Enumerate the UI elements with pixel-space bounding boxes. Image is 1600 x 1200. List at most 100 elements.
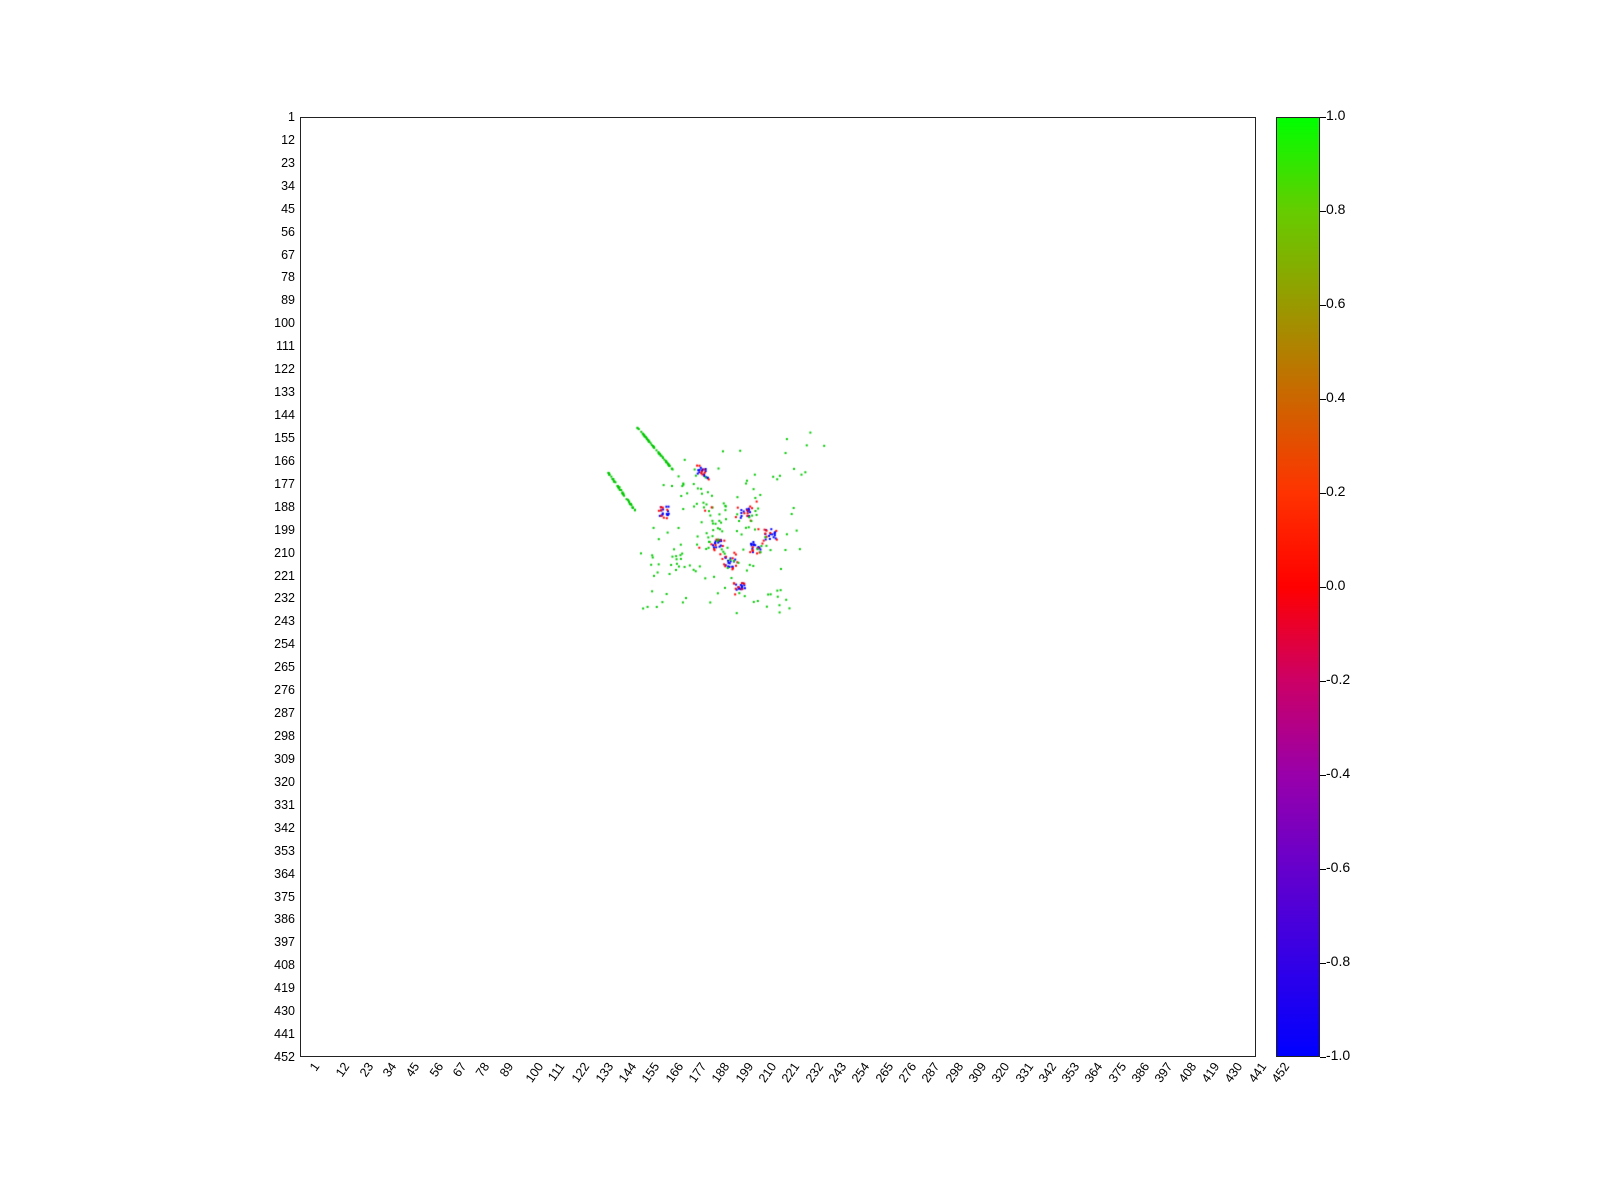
y-tick-label: 199 bbox=[255, 523, 295, 537]
x-tick-label: 56 bbox=[427, 1060, 446, 1079]
x-tick-label: 232 bbox=[803, 1060, 826, 1085]
x-tick-label: 287 bbox=[919, 1060, 942, 1085]
y-tick-label: 1 bbox=[255, 110, 295, 124]
y-tick-label: 276 bbox=[255, 683, 295, 697]
x-tick-label: 419 bbox=[1199, 1060, 1222, 1085]
colorbar-tick-label: 0.4 bbox=[1326, 389, 1345, 405]
colorbar-tick-label: -0.6 bbox=[1326, 859, 1350, 875]
x-tick-label: 364 bbox=[1082, 1060, 1105, 1085]
y-tick-label: 298 bbox=[255, 729, 295, 743]
y-tick-label: 122 bbox=[255, 362, 295, 376]
y-tick-label: 265 bbox=[255, 660, 295, 674]
x-tick-label: 133 bbox=[593, 1060, 616, 1085]
x-tick-label: 111 bbox=[545, 1060, 567, 1084]
y-tick-label: 67 bbox=[255, 248, 295, 262]
x-tick-label: 45 bbox=[403, 1060, 422, 1079]
x-tick-label: 276 bbox=[896, 1060, 919, 1085]
y-tick-label: 364 bbox=[255, 867, 295, 881]
x-tick-label: 397 bbox=[1152, 1060, 1175, 1085]
y-tick-label: 243 bbox=[255, 614, 295, 628]
colorbar-tick-label: -0.4 bbox=[1326, 765, 1350, 781]
colorbar-tick-label: 0.2 bbox=[1326, 483, 1345, 499]
x-tick-label: 34 bbox=[380, 1060, 399, 1079]
x-tick-label: 441 bbox=[1246, 1060, 1269, 1085]
colorbar: 1.0 0.8 0.6 0.4 0.2 0.0 -0.2 -0.4 -0.6 -0.8 -1.0 bbox=[1276, 117, 1320, 1057]
x-tick-label: 320 bbox=[989, 1060, 1012, 1085]
y-tick-label: 45 bbox=[255, 202, 295, 216]
x-tick-label: 210 bbox=[756, 1060, 779, 1085]
x-tick-label: 265 bbox=[873, 1060, 896, 1085]
colorbar-tick-label: 1.0 bbox=[1326, 107, 1345, 123]
y-tick-label: 89 bbox=[255, 293, 295, 307]
x-tick-label: 342 bbox=[1036, 1060, 1059, 1085]
x-tick-label: 386 bbox=[1129, 1060, 1152, 1085]
y-tick-label: 23 bbox=[255, 156, 295, 170]
x-tick-label: 188 bbox=[709, 1060, 732, 1085]
y-tick-label: 34 bbox=[255, 179, 295, 193]
y-tick-label: 254 bbox=[255, 637, 295, 651]
y-tick-label: 166 bbox=[255, 454, 295, 468]
y-tick-label: 320 bbox=[255, 775, 295, 789]
figure-root: 1 12 23 34 45 56 67 78 89 100 111 122 133 144 155 166 17… bbox=[0, 0, 1600, 1200]
y-tick-label: 177 bbox=[255, 477, 295, 491]
x-tick-label: 1 bbox=[307, 1060, 322, 1074]
y-tick-label: 12 bbox=[255, 133, 295, 147]
x-tick-label: 122 bbox=[569, 1060, 592, 1085]
x-tick-label: 430 bbox=[1222, 1060, 1245, 1085]
x-tick-label: 67 bbox=[450, 1060, 469, 1079]
y-tick-label: 188 bbox=[255, 500, 295, 514]
y-tick-label: 232 bbox=[255, 591, 295, 605]
x-tick-label: 100 bbox=[523, 1060, 546, 1085]
y-tick-label: 100 bbox=[255, 316, 295, 330]
y-tick-label: 287 bbox=[255, 706, 295, 720]
x-tick-label: 78 bbox=[473, 1060, 492, 1079]
x-tick-label: 243 bbox=[826, 1060, 849, 1085]
y-tick-label: 155 bbox=[255, 431, 295, 445]
x-tick-label: 353 bbox=[1059, 1060, 1082, 1085]
x-tick-label: 452 bbox=[1269, 1060, 1292, 1085]
colorbar-tick-label: 0.6 bbox=[1326, 295, 1345, 311]
x-tick-label: 375 bbox=[1106, 1060, 1129, 1085]
scatter-canvas bbox=[301, 118, 1257, 1058]
colorbar-tick-label: -0.8 bbox=[1326, 953, 1350, 969]
y-tick-label: 397 bbox=[255, 935, 295, 949]
y-tick-label: 419 bbox=[255, 981, 295, 995]
x-tick-label: 89 bbox=[496, 1060, 515, 1079]
x-tick-label: 155 bbox=[639, 1060, 662, 1085]
y-tick-label: 408 bbox=[255, 958, 295, 972]
x-tick-label: 298 bbox=[942, 1060, 965, 1085]
x-tick-label: 309 bbox=[966, 1060, 989, 1085]
x-tick-label: 177 bbox=[686, 1060, 709, 1085]
y-tick-label: 452 bbox=[255, 1050, 295, 1064]
x-tick-label: 166 bbox=[663, 1060, 686, 1085]
y-tick-label: 353 bbox=[255, 844, 295, 858]
y-tick-label: 210 bbox=[255, 546, 295, 560]
y-tick-label: 133 bbox=[255, 385, 295, 399]
colorbar-tick-label: -0.2 bbox=[1326, 671, 1350, 687]
y-tick-label: 441 bbox=[255, 1027, 295, 1041]
y-tick-label: 144 bbox=[255, 408, 295, 422]
y-tick-label: 309 bbox=[255, 752, 295, 766]
x-tick-label: 199 bbox=[733, 1060, 756, 1085]
y-tick-label: 331 bbox=[255, 798, 295, 812]
y-tick-label: 375 bbox=[255, 890, 295, 904]
plot-area bbox=[300, 117, 1256, 1057]
x-tick-label: 23 bbox=[357, 1060, 376, 1079]
x-tick-label: 221 bbox=[779, 1060, 802, 1085]
colorbar-tick-label: 0.0 bbox=[1326, 577, 1345, 593]
colorbar-tick-label: 0.8 bbox=[1326, 201, 1345, 217]
x-tick-label: 254 bbox=[849, 1060, 872, 1085]
x-tick-label: 12 bbox=[333, 1060, 352, 1079]
y-tick-label: 430 bbox=[255, 1004, 295, 1018]
y-tick-label: 56 bbox=[255, 225, 295, 239]
y-tick-label: 221 bbox=[255, 569, 295, 583]
y-tick-label: 78 bbox=[255, 270, 295, 284]
colorbar-gradient bbox=[1276, 117, 1320, 1057]
x-tick-label: 144 bbox=[616, 1060, 639, 1085]
x-tick-label: 331 bbox=[1012, 1060, 1035, 1085]
x-tick-label: 408 bbox=[1176, 1060, 1199, 1085]
y-tick-label: 386 bbox=[255, 912, 295, 926]
y-tick-label: 111 bbox=[255, 339, 295, 353]
y-tick-label: 342 bbox=[255, 821, 295, 835]
colorbar-tick-label: -1.0 bbox=[1326, 1047, 1350, 1063]
